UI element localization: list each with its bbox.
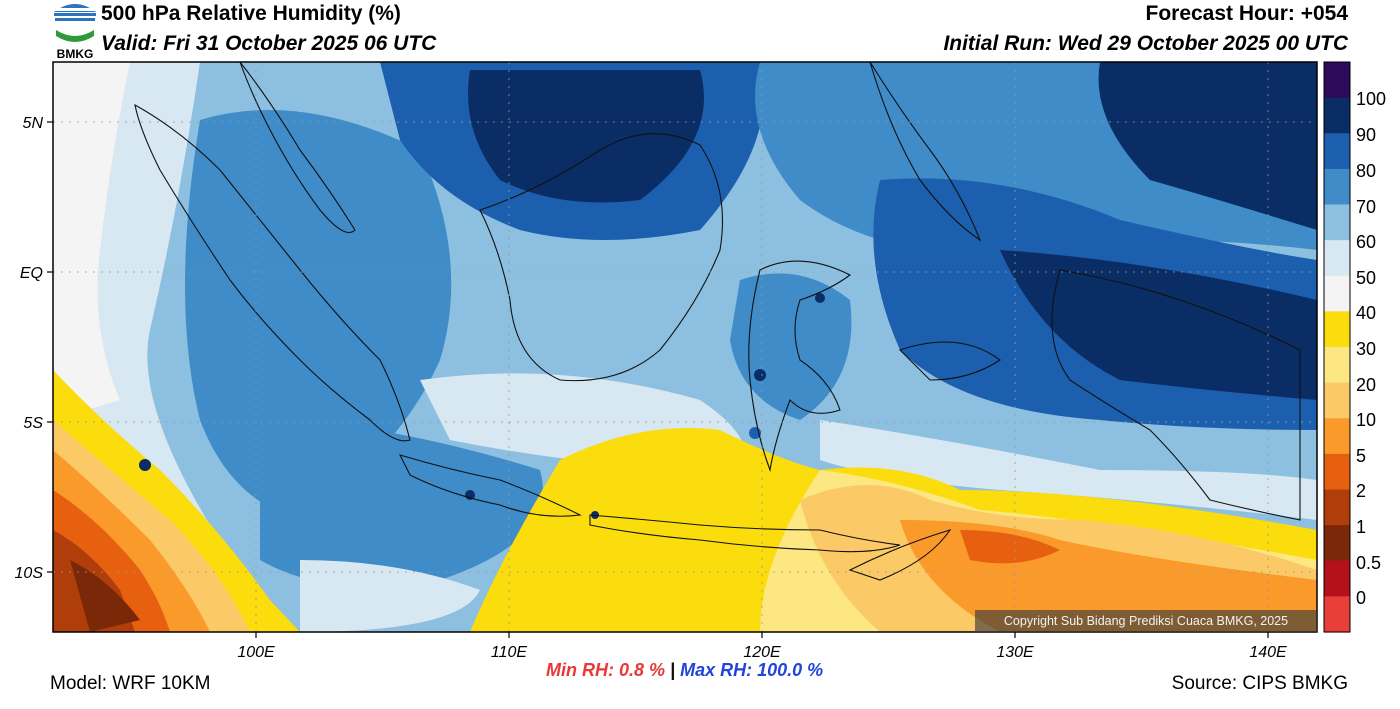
map-frame	[52, 61, 1318, 633]
colorbar-segment	[1324, 418, 1350, 455]
valid-time: Valid: Fri 31 October 2025 06 UTC	[101, 32, 437, 55]
colorbar-segment	[1324, 311, 1350, 348]
sumatra-outline	[134, 103, 411, 442]
page-title: 500 hPa Relative Humidity (%)	[101, 2, 401, 25]
lat-label-EQ: EQ	[20, 265, 43, 282]
rh-stats: Min RH: 0.8 % | Max RH: 100.0 %	[546, 660, 823, 681]
min-rh: Min RH: 0.8 %	[546, 660, 666, 680]
colorbar-segment	[1324, 133, 1350, 170]
colorbar-segment	[1324, 97, 1350, 134]
graticule	[53, 62, 1317, 632]
colorbar-segment	[1324, 560, 1350, 597]
nusa-tenggara-outline	[589, 514, 901, 553]
timor-outline	[848, 529, 952, 581]
colorbar-label-0.5: 0.5	[1356, 553, 1381, 573]
borneo-outline	[479, 133, 724, 382]
max-rh: Max RH: 100.0 %	[680, 660, 824, 680]
colorbar-label-90: 90	[1356, 125, 1376, 145]
colorbar-label-30: 30	[1356, 339, 1376, 359]
colorbar-segment	[1324, 525, 1350, 562]
colorbar-segment	[1324, 453, 1350, 491]
sulawesi-outline	[748, 260, 852, 473]
logo-text: BMKG	[57, 47, 94, 60]
colorbar-label-70: 70	[1356, 197, 1376, 217]
colorbar-segment	[1324, 240, 1350, 277]
java-outline	[398, 454, 582, 517]
rh-separator: |	[670, 660, 676, 680]
colorbar-segment	[1324, 275, 1350, 312]
philippines-outline	[869, 62, 982, 242]
colorbar-label-60: 60	[1356, 232, 1376, 252]
colorbar-segment	[1324, 382, 1350, 419]
colorbar-label-100: 100	[1356, 89, 1386, 109]
colorbar-segment	[1324, 204, 1350, 241]
colorbar-label-1: 1	[1356, 517, 1366, 537]
colorbar-label-50: 50	[1356, 268, 1376, 288]
colorbar-label-40: 40	[1356, 303, 1376, 323]
axis-ticks	[47, 121, 1269, 638]
lat-label-5N: 5N	[23, 115, 44, 132]
colorbar-label-2: 2	[1356, 481, 1366, 501]
lon-label-110E: 110E	[491, 644, 528, 661]
forecast-hour: Forecast Hour: +054	[1145, 2, 1349, 25]
malay-peninsula-outline	[239, 62, 356, 234]
colorbar-label-10: 10	[1356, 410, 1376, 430]
colorbar-frame	[1323, 61, 1351, 633]
colorbar-segment	[1324, 347, 1350, 384]
bmkg-logo: BMKG	[50, 0, 100, 61]
lon-label-130E: 130E	[996, 644, 1034, 661]
colorbar-segment	[1324, 168, 1350, 206]
colorbar	[1324, 62, 1350, 633]
colorbar-segment	[1324, 596, 1350, 633]
coastlines	[134, 62, 1301, 581]
colorbar-label-80: 80	[1356, 161, 1376, 181]
colorbar-segment	[1324, 489, 1350, 526]
initial-run: Initial Run: Wed 29 October 2025 00 UTC	[943, 32, 1348, 55]
humidity-field	[53, 62, 1317, 632]
colorbar-label-20: 20	[1356, 375, 1376, 395]
source-label: Source: CIPS BMKG	[1171, 673, 1348, 694]
lon-label-140E: 140E	[1249, 644, 1287, 661]
colorbar-label-5: 5	[1356, 446, 1366, 466]
colorbar-label-0: 0	[1356, 588, 1366, 608]
lat-label-10S: 10S	[15, 565, 44, 582]
maluku-outline	[898, 341, 1001, 381]
lon-label-100E: 100E	[237, 644, 275, 661]
lon-label-120E: 120E	[743, 644, 781, 661]
model-label: Model: WRF 10KM	[50, 673, 211, 694]
new-guinea-outline	[1051, 269, 1301, 521]
copyright-notice: Copyright Sub Bidang Prediksi Cuaca BMKG…	[975, 610, 1317, 632]
colorbar-segment	[1324, 62, 1350, 99]
lat-label-5S: 5S	[23, 415, 43, 432]
